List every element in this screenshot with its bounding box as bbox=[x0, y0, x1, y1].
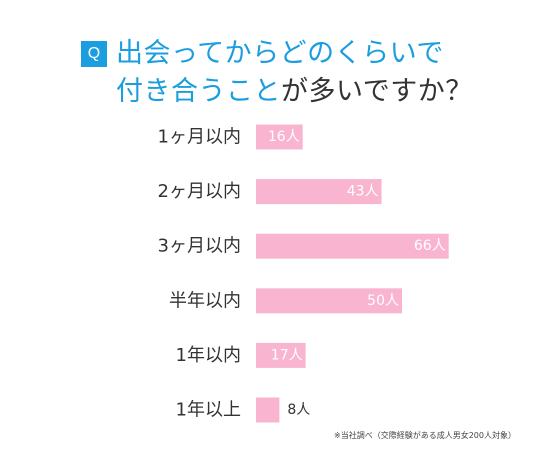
bar bbox=[256, 179, 382, 205]
chart-title-line-2-rest: が多いですか？ bbox=[281, 76, 473, 107]
chart-title-line-1: 出会ってからどのくらいで bbox=[116, 38, 444, 69]
category-label: 2ヶ月以内 bbox=[158, 181, 241, 202]
footnote: ※当社調べ（交際経験がある成人男女200人対象） bbox=[334, 431, 516, 440]
bar bbox=[256, 397, 280, 423]
category-label: 1年以内 bbox=[176, 345, 241, 366]
category-label: 1ヶ月以内 bbox=[158, 127, 241, 148]
chart-title-line-2-highlight: 付き合うこと bbox=[116, 76, 281, 107]
question-badge: Q bbox=[81, 41, 107, 67]
bar-value-label: 43人 bbox=[347, 184, 379, 200]
bar-value-label: 66人 bbox=[414, 238, 446, 254]
bar-value-label: 8人 bbox=[287, 402, 310, 418]
bar bbox=[256, 288, 402, 314]
bar-value-label: 17人 bbox=[271, 347, 303, 363]
bar-value-label: 50人 bbox=[367, 293, 399, 309]
category-label: 3ヶ月以内 bbox=[158, 236, 241, 257]
bar bbox=[256, 342, 306, 368]
category-label: 半年以内 bbox=[169, 290, 241, 311]
bar-value-label: 16人 bbox=[268, 129, 300, 145]
category-label: 1年以上 bbox=[176, 400, 241, 421]
chart-title-line-2: 付き合うことが多いですか？ bbox=[116, 74, 473, 110]
bar bbox=[256, 233, 449, 259]
bar bbox=[256, 124, 303, 150]
